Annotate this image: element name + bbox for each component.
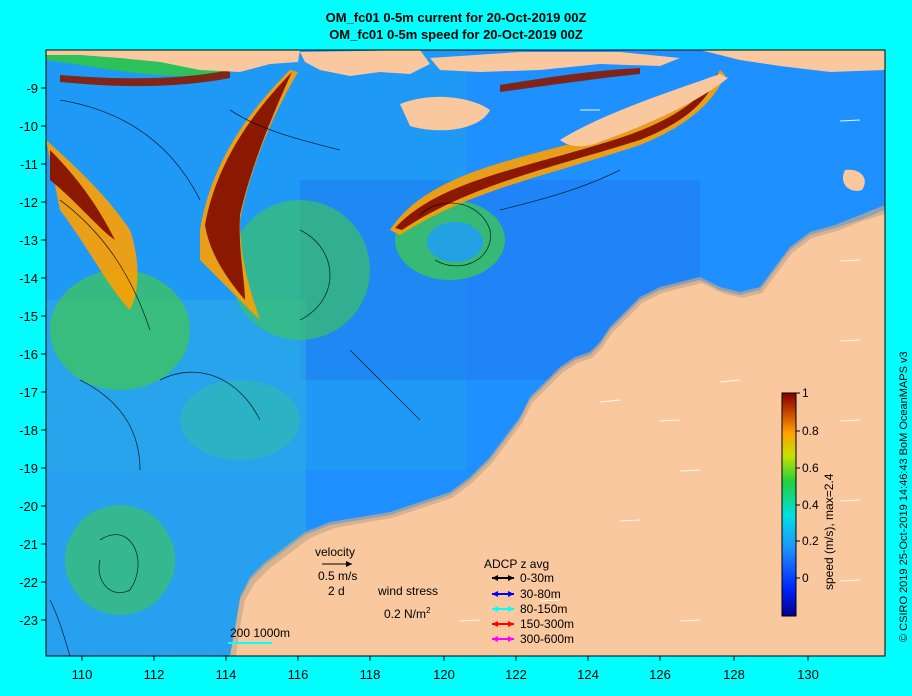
map-title-speed: OM_fc01 0-5m speed for 20-Oct-2019 00Z <box>329 27 583 42</box>
scale-bar-label: 200 1000m <box>230 626 291 640</box>
island-java-east <box>46 50 300 72</box>
y-tick-label: -11 <box>20 157 38 172</box>
x-tick-label: 112 <box>143 667 165 682</box>
island-flores <box>430 52 680 72</box>
y-tick-label: -17 <box>19 385 38 400</box>
adcp-legend-item: 80-150m <box>520 602 568 616</box>
jet-east-core <box>395 72 718 230</box>
y-tick-label: -15 <box>19 309 38 324</box>
colorbar-label: speed (m/s), max=2.4 <box>822 473 836 590</box>
adcp-legend-title: ADCP z avg <box>484 557 550 571</box>
y-tick-label: -20 <box>19 499 38 514</box>
x-tick-label: 114 <box>215 667 237 682</box>
y-tick-label: -23 <box>19 613 38 628</box>
credit-text: © CSIRO 2019 25-Oct-2019 14:46:43 BoM Oc… <box>898 351 910 642</box>
adcp-legend-item: 300-600m <box>520 632 575 646</box>
y-tick-label: -16 <box>19 347 38 362</box>
colorbar-tick: 0.4 <box>802 498 819 512</box>
island-sumbawa <box>300 50 430 76</box>
x-tick-label: 116 <box>287 667 309 682</box>
jet-center-core <box>205 72 292 300</box>
x-tick-label: 130 <box>797 667 819 682</box>
velocity-legend-scale: 0.5 m/s <box>318 569 358 583</box>
velocity-legend-time: 2 d <box>328 584 345 598</box>
colorbar-tick: 0.6 <box>802 461 819 475</box>
adcp-legend-item: 0-30m <box>520 571 555 585</box>
velocity-legend-arrow <box>322 561 352 567</box>
x-tick-label: 128 <box>723 667 745 682</box>
y-tick-label: -14 <box>19 271 38 286</box>
eddy-field-center <box>230 200 370 340</box>
wind-legend-scale: 0.2 N/m2 <box>384 606 431 621</box>
x-tick-label: 120 <box>433 667 455 682</box>
colorbar <box>781 392 797 617</box>
x-tick-label: 122 <box>505 667 527 682</box>
y-tick-label: -21 <box>19 537 38 552</box>
x-tick-label: 126 <box>649 667 671 682</box>
x-tick-label: 110 <box>71 667 93 682</box>
jet-west-core <box>50 150 115 240</box>
x-tick-label: 118 <box>359 667 381 682</box>
velocity-legend-title: velocity <box>315 545 356 559</box>
y-tick-label: -19 <box>19 461 38 476</box>
island-small <box>842 169 865 191</box>
adcp-legend-arrows <box>492 575 514 642</box>
map-plot-area <box>46 50 885 656</box>
y-tick-label: -12 <box>19 195 38 210</box>
colorbar-tick: 0 <box>802 571 809 585</box>
island-sumba <box>400 96 490 131</box>
map-frame <box>45 49 886 657</box>
colorbar-tick: 0.2 <box>802 534 819 548</box>
colorbar-tick: 1 <box>802 386 809 400</box>
colorbar-tick: 0.8 <box>802 424 819 438</box>
y-tick-label: -10 <box>19 119 38 134</box>
adcp-legend-item: 30-80m <box>520 587 561 601</box>
axis-ticks <box>41 87 809 661</box>
adcp-legend-item: 150-300m <box>520 617 575 631</box>
island-timor <box>560 74 728 147</box>
current-streamlines <box>49 99 621 657</box>
map-title-current: OM_fc01 0-5m current for 20-Oct-2019 00Z <box>325 10 587 25</box>
wind-legend-title: wind stress <box>378 584 439 598</box>
australia-land <box>230 210 885 656</box>
eddy-field-west <box>50 270 190 390</box>
y-tick-label: -22 <box>19 575 38 590</box>
y-tick-label: -18 <box>19 423 38 438</box>
wind-stress-arrows <box>459 109 861 622</box>
y-tick-label: -13 <box>19 233 38 248</box>
jet-east-orange <box>390 70 725 235</box>
y-tick-label: -9 <box>26 81 38 96</box>
x-tick-label: 124 <box>577 667 599 682</box>
island-tanimbar <box>700 50 885 72</box>
